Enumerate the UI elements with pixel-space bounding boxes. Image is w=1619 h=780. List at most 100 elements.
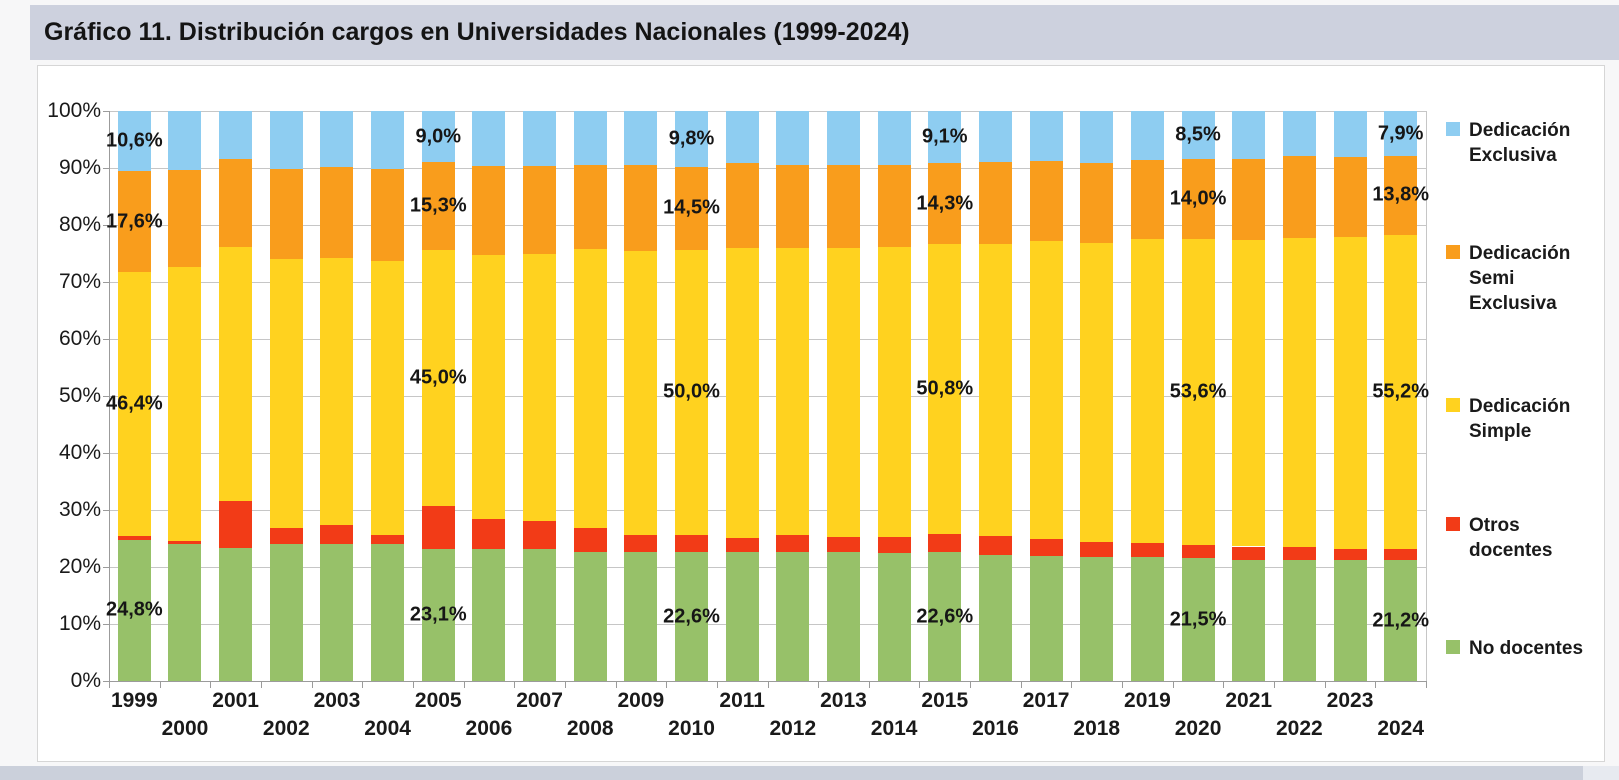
bar-2020 — [1181, 111, 1215, 681]
bar-2021-segment-dedicacion-exclusiva — [1232, 111, 1266, 159]
bar-2000-segment-dedicacion-exclusiva — [168, 111, 202, 171]
legend-item-dedicacion-exclusiva: Dedicación Exclusiva — [1446, 118, 1591, 168]
bar-2019-segment-dedicacion-simple — [1130, 239, 1164, 543]
legend-item-dedicacion-semi-exclusiva: Dedicación Semi Exclusiva — [1446, 241, 1591, 316]
bar-2008-segment-dedicacion-simple — [573, 248, 607, 528]
data-label-2024-no-docentes: 21,2% — [1372, 609, 1430, 632]
bar-2004-segment-dedicacion-exclusiva — [371, 111, 405, 170]
y-axis-label: 20% — [58, 555, 101, 578]
bar-2003 — [320, 111, 354, 681]
bar-1999-segment-dedicacion-simple — [117, 271, 151, 537]
bar-2023 — [1333, 111, 1367, 681]
bar-2009-segment-otros-docentes — [624, 535, 658, 552]
bar-2015-segment-dedicacion-exclusiva — [928, 111, 962, 163]
bar-2001-segment-dedicacion-simple — [219, 247, 253, 501]
legend-swatch-dedicacion-simple-icon — [1446, 398, 1460, 412]
bar-1999-segment-dedicacion-exclusiva — [117, 111, 151, 172]
x-axis-tick — [1324, 681, 1326, 688]
bar-2009-segment-no-docentes — [624, 551, 658, 681]
data-label-2020-dedicacion-simple: 53,6% — [1169, 380, 1227, 403]
y-axis-label: 100% — [47, 99, 101, 122]
bar-2012-segment-dedicacion-simple — [776, 247, 810, 535]
x-axis-tick — [1274, 681, 1276, 688]
legend-label: No docentes — [1469, 638, 1584, 659]
bar-2016 — [978, 111, 1012, 681]
chart-panel: Dedicación Exclusiva Dedicación Semi Excl… — [37, 65, 1605, 762]
y-axis-tick — [103, 453, 109, 454]
bar-2014-segment-dedicacion-simple — [877, 247, 911, 538]
x-axis-tick — [412, 681, 414, 688]
bar-2002-segment-dedicacion-exclusiva — [269, 111, 303, 169]
x-axis-tick — [970, 681, 972, 688]
bar-2022-segment-no-docentes — [1282, 560, 1316, 681]
legend-item-otros-docentes: Otros docentes — [1446, 513, 1591, 563]
bar-2014-segment-otros-docentes — [877, 537, 911, 553]
bar-2024-segment-no-docentes — [1384, 560, 1418, 681]
data-label-2005-dedicacion-exclusiva: 9,0% — [415, 125, 462, 148]
bar-2008-segment-dedicacion-semi-exclusiva — [573, 165, 607, 249]
data-label-2005-dedicacion-simple: 45,0% — [409, 366, 467, 389]
bar-2007-segment-no-docentes — [523, 549, 557, 681]
x-axis-tick — [1223, 681, 1225, 688]
bar-2014-segment-dedicacion-exclusiva — [877, 111, 911, 165]
bar-2007-segment-dedicacion-simple — [523, 253, 557, 521]
legend: Dedicación Exclusiva Dedicación Semi Excl… — [1446, 66, 1606, 763]
x-axis-label-2018: 2018 — [1073, 717, 1121, 740]
bar-2000-segment-otros-docentes — [168, 541, 202, 545]
y-axis-tick — [103, 168, 109, 169]
data-label-2010-dedicacion-semi-exclusiva: 14,5% — [663, 196, 720, 219]
bar-2003-segment-no-docentes — [320, 543, 354, 681]
bar-2008 — [573, 111, 607, 681]
bar-2002 — [269, 111, 303, 681]
x-axis-tick — [159, 681, 161, 688]
x-axis-tick — [210, 681, 212, 688]
bar-2006-segment-dedicacion-exclusiva — [472, 111, 506, 166]
bar-2017-segment-dedicacion-exclusiva — [1029, 111, 1063, 162]
data-label-2010-dedicacion-exclusiva: 9,8% — [668, 127, 715, 150]
x-axis-tick — [615, 681, 617, 688]
x-axis-label-1999: 1999 — [110, 689, 158, 712]
bar-2012-segment-no-docentes — [776, 552, 810, 681]
bar-2021-segment-no-docentes — [1232, 560, 1266, 681]
bar-2001 — [219, 111, 253, 681]
bar-2000-segment-dedicacion-semi-exclusiva — [168, 170, 202, 268]
bar-2012-segment-dedicacion-semi-exclusiva — [776, 165, 810, 248]
legend-label: Dedicación Semi Exclusiva — [1469, 243, 1571, 315]
x-axis-tick — [1071, 681, 1073, 688]
bar-1999-segment-no-docentes — [117, 539, 151, 681]
bar-2002-segment-dedicacion-semi-exclusiva — [269, 168, 303, 260]
bar-2014 — [877, 111, 911, 681]
bar-2013-segment-no-docentes — [826, 551, 860, 681]
x-axis-label-2023: 2023 — [1326, 689, 1374, 712]
x-axis-tick — [1020, 681, 1022, 688]
x-axis-tick — [564, 681, 566, 688]
bar-2022-segment-otros-docentes — [1282, 547, 1316, 561]
bar-2014-segment-dedicacion-semi-exclusiva — [877, 164, 911, 248]
bar-2021-segment-dedicacion-semi-exclusiva — [1232, 158, 1266, 241]
bar-2023-segment-dedicacion-exclusiva — [1333, 111, 1367, 158]
y-axis-label: 10% — [58, 612, 101, 635]
x-axis-tick — [818, 681, 820, 688]
bar-2010-segment-no-docentes — [675, 552, 709, 681]
data-label-2020-no-docentes: 21,5% — [1169, 608, 1227, 631]
x-axis-tick — [1375, 681, 1377, 688]
y-axis-tick — [103, 111, 109, 112]
bar-2002-segment-otros-docentes — [269, 527, 303, 545]
bar-2008-segment-no-docentes — [573, 551, 607, 681]
bar-2009 — [624, 111, 658, 681]
bar-2006-segment-no-docentes — [472, 549, 506, 681]
gridline — [109, 567, 1426, 568]
y-axis-tick — [103, 225, 109, 226]
bar-2017-segment-dedicacion-simple — [1029, 240, 1063, 540]
bar-2012-segment-dedicacion-exclusiva — [776, 111, 810, 166]
data-label-2020-dedicacion-semi-exclusiva: 14,0% — [1169, 187, 1227, 210]
x-axis-label-2003: 2003 — [313, 689, 361, 712]
legend-item-dedicacion-simple: Dedicación Simple — [1446, 394, 1591, 444]
bar-2016-segment-otros-docentes — [978, 536, 1012, 556]
bar-1999 — [117, 111, 151, 681]
data-label-2005-no-docentes: 23,1% — [409, 603, 467, 626]
bar-2020-segment-otros-docentes — [1181, 544, 1215, 559]
bar-2005-segment-no-docentes — [421, 549, 455, 681]
x-axis-label-2008: 2008 — [566, 717, 614, 740]
bar-2003-segment-dedicacion-exclusiva — [320, 111, 354, 168]
